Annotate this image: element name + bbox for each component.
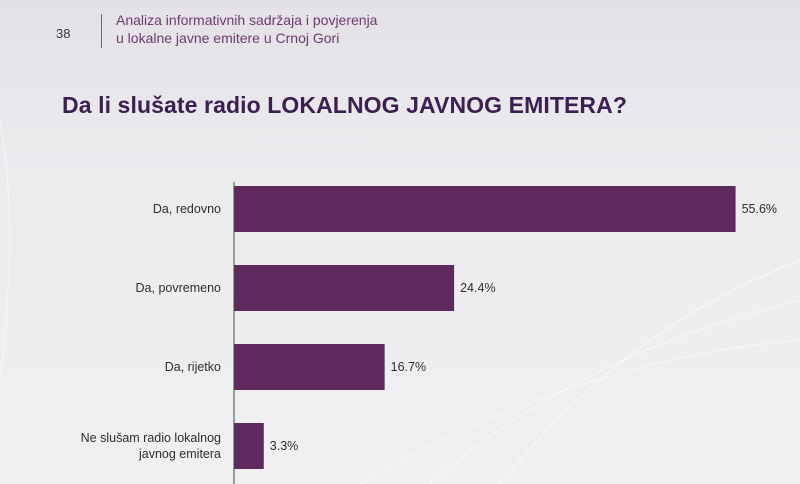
document-title-line-1: Analiza informativnih sadržaja i povjere… — [116, 12, 378, 28]
value-label: 55.6% — [742, 202, 777, 216]
category-label: Da, povremeno — [136, 281, 222, 295]
bar — [234, 344, 385, 390]
value-label: 16.7% — [391, 360, 426, 374]
chart-question-title: Da li slušate radio LOKALNOG JAVNOG EMIT… — [62, 92, 627, 118]
header-divider — [101, 14, 102, 48]
category-label: javnog emitera — [138, 447, 221, 461]
value-label: 3.3% — [270, 439, 299, 453]
page-number: 38 — [56, 26, 71, 41]
category-label: Da, redovno — [153, 202, 221, 216]
document-title-line-2: u lokalne javne emitere u Crnoj Gori — [116, 30, 340, 46]
category-label: Ne slušam radio lokalnog — [81, 431, 221, 445]
value-label: 24.4% — [460, 281, 495, 295]
category-label: Da, rijetko — [165, 360, 221, 374]
bar — [234, 423, 264, 469]
bar — [234, 265, 455, 311]
bar — [234, 186, 736, 232]
